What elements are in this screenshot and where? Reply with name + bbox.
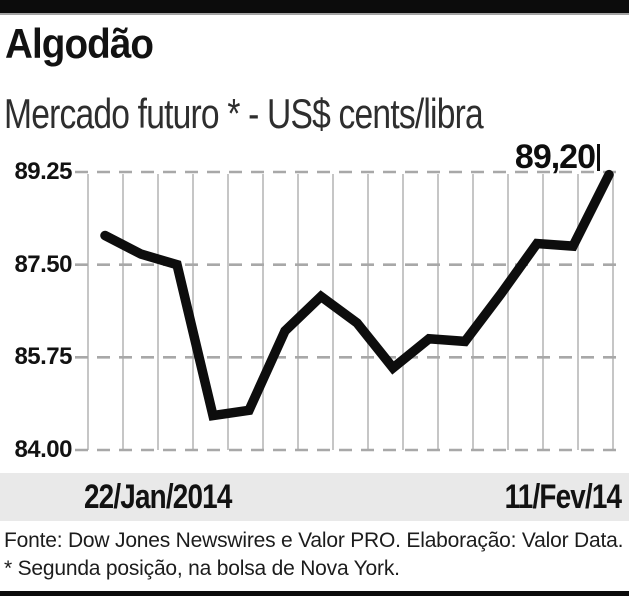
y-axis-tick-label: 84.00 (14, 436, 72, 463)
top-border-bar (0, 0, 629, 13)
y-axis-tick-label: 87.50 (14, 250, 72, 278)
bottom-border-bar (0, 591, 629, 596)
endpoint-tick-mark (597, 144, 600, 171)
top-border-rule (0, 13, 629, 15)
source-note: Fonte: Dow Jones Newswires e Valor PRO. … (4, 529, 624, 580)
price-line-chart (75, 169, 620, 452)
last-value-label: 89,20 (514, 138, 596, 176)
x-axis-start-label: 22/Jan/2014 (84, 478, 232, 516)
price-line (100, 169, 614, 421)
y-axis-tick-label: 85.75 (14, 343, 72, 371)
chart-title: Algodão (5, 20, 154, 67)
x-axis-end-label: 11/Fev/14 (504, 478, 621, 516)
y-axis-tick-label: 89.25 (14, 158, 72, 185)
x-axis-band: 22/Jan/2014 11/Fev/14 (0, 473, 629, 521)
chart-subtitle: Mercado futuro * - US$ cents/libra (4, 90, 484, 137)
